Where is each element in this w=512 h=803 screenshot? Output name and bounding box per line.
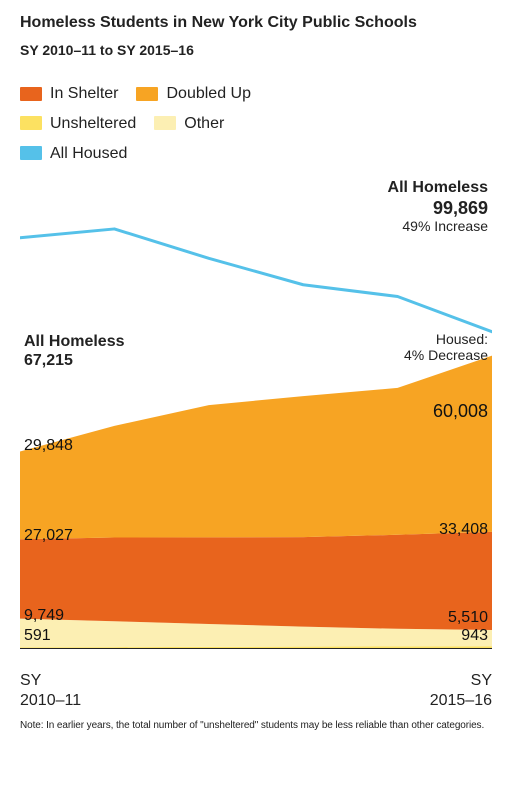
legend-swatch xyxy=(20,146,42,160)
legend-swatch xyxy=(136,87,158,101)
legend-label: Unsheltered xyxy=(50,110,136,137)
legend: In Shelter Doubled Up Unsheltered Other All … xyxy=(20,80,492,169)
legend-swatch xyxy=(20,116,42,130)
x-axis-labels: SY 2010–11 SY 2015–16 xyxy=(20,671,492,709)
legend-label: All Housed xyxy=(50,140,127,167)
area-doubled-up xyxy=(20,356,492,540)
chart-area: All Homeless 99,869 49% Increase All Hom… xyxy=(20,179,492,669)
legend-label: Doubled Up xyxy=(166,80,251,107)
legend-item-doubled-up: Doubled Up xyxy=(136,80,251,107)
chart-title: Homeless Students in New York City Publi… xyxy=(20,14,492,32)
legend-label: Other xyxy=(184,110,224,137)
legend-item-all-housed: All Housed xyxy=(20,140,127,167)
legend-swatch xyxy=(154,116,176,130)
stacked-area-chart xyxy=(20,179,492,649)
chart-subtitle: SY 2010–11 to SY 2015–16 xyxy=(20,42,492,58)
legend-label: In Shelter xyxy=(50,80,118,107)
legend-swatch xyxy=(20,87,42,101)
area-in-shelter xyxy=(20,532,492,630)
legend-item-unsheltered: Unsheltered xyxy=(20,110,136,137)
footnote: Note: In earlier years, the total number… xyxy=(20,720,492,731)
legend-item-in-shelter: In Shelter xyxy=(20,80,118,107)
line-all-housed xyxy=(20,229,492,332)
legend-item-other: Other xyxy=(154,110,224,137)
